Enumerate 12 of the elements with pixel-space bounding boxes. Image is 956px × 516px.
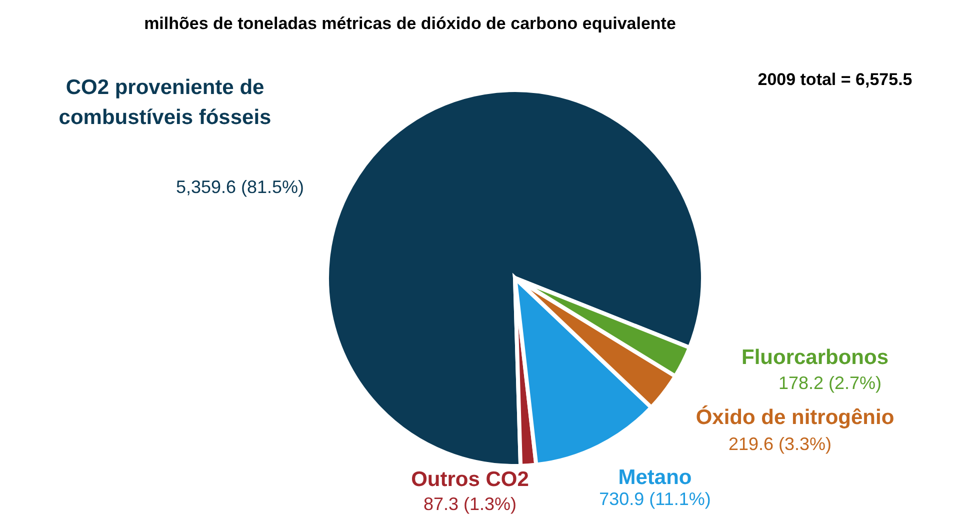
data-label: 5,359.6 (81.5%) [176,177,304,197]
slice-label: Outros CO2 [411,468,529,491]
slice-label: CO2 proveniente de combustíveis fósseis [58,76,272,129]
slice-label: Fluorcarbonos [741,346,889,369]
slice-label: Óxido de nitrogênio [696,405,894,429]
data-label: 730.9 (11.1%) [599,489,711,509]
chart-title: milhões de toneladas métricas de dióxido de carbono equivalente [144,14,676,33]
data-label: 219.6 (3.3%) [728,434,832,454]
data-label: 87.3 (1.3%) [423,494,517,514]
text: 2009 total = 6,575.5 [758,70,912,89]
slice-label: Metano [618,466,692,489]
data-label: 178.2 (2.7%) [778,373,882,393]
